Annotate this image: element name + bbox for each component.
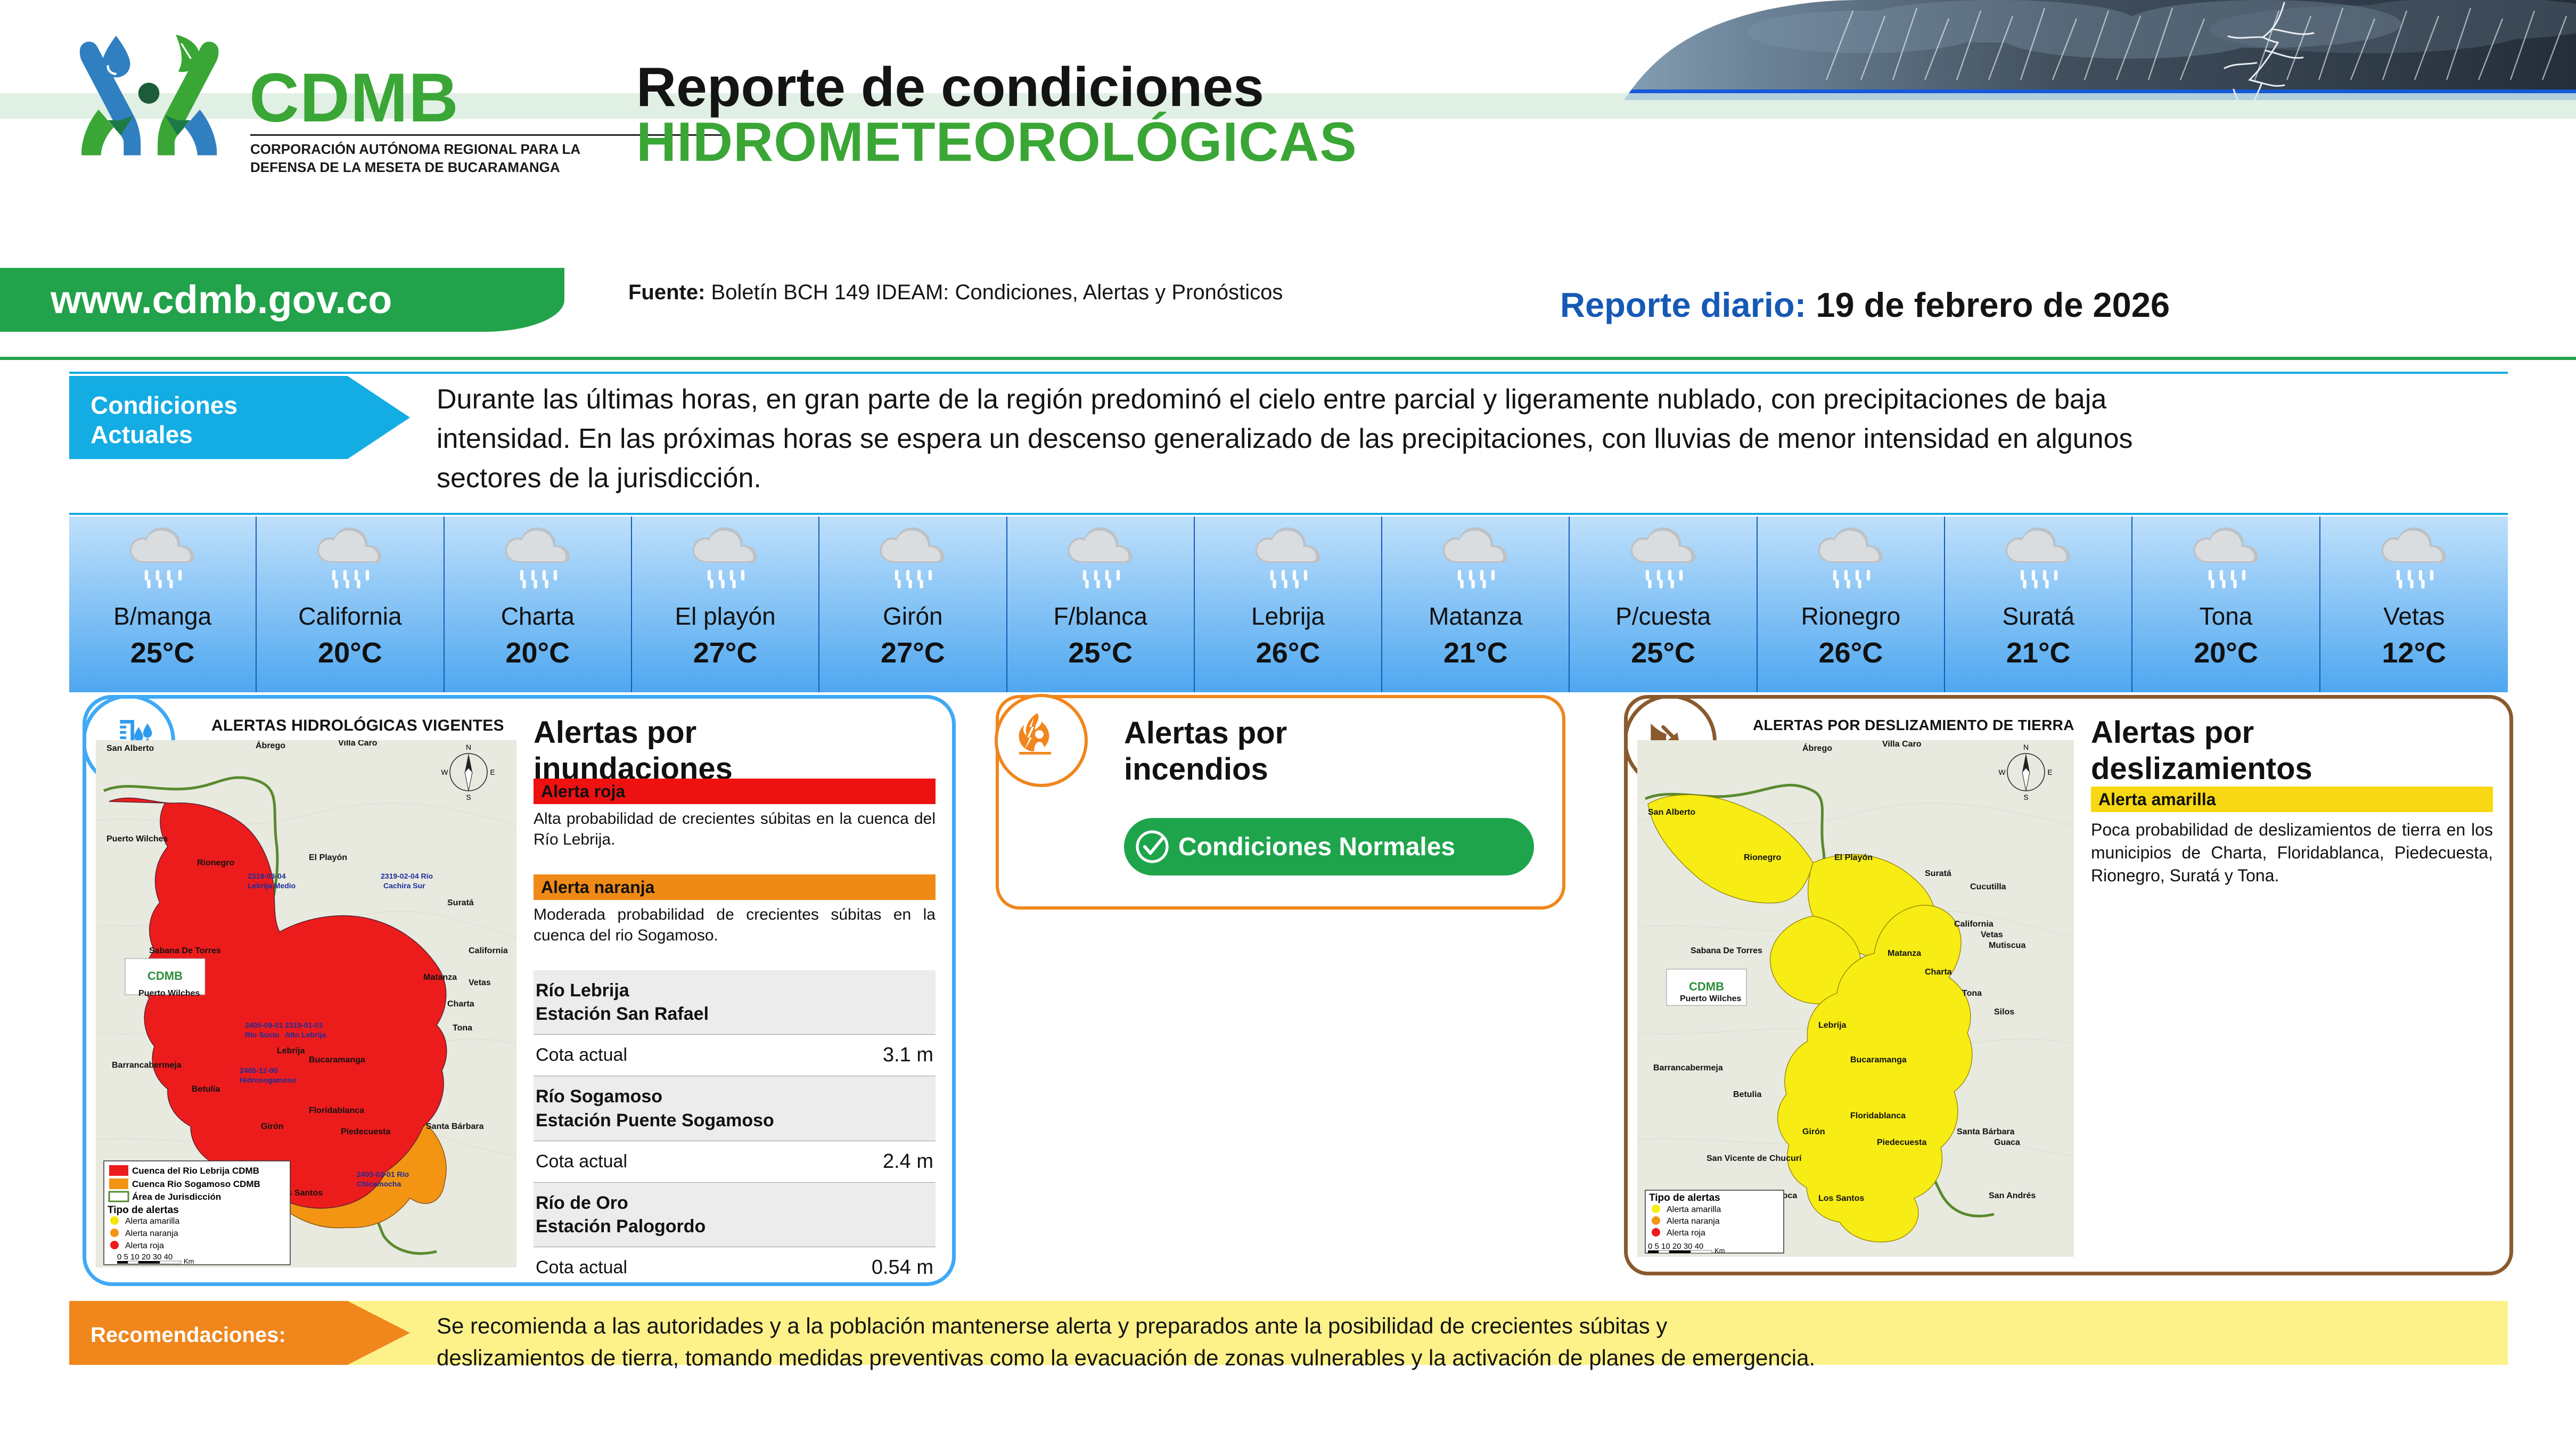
svg-text:Charta: Charta xyxy=(447,1000,474,1009)
svg-text:Villa Caro: Villa Caro xyxy=(1882,740,1922,749)
svg-text:Alto Lebrija: Alto Lebrija xyxy=(285,1030,326,1039)
svg-text:Villa Caro: Villa Caro xyxy=(338,740,378,748)
svg-text:Puerto Wilches: Puerto Wilches xyxy=(1680,994,1742,1003)
svg-text:CDMB: CDMB xyxy=(147,969,183,983)
svg-text:Betulia: Betulia xyxy=(1733,1090,1761,1099)
svg-text:Rionegro: Rionegro xyxy=(197,858,234,867)
svg-text:Silos: Silos xyxy=(1994,1008,2014,1017)
svg-text:Cuenca del Rio Lebrija CDMB: Cuenca del Rio Lebrija CDMB xyxy=(132,1166,259,1176)
svg-text:Alerta amarilla: Alerta amarilla xyxy=(125,1217,179,1226)
svg-text:Chicamocha: Chicamocha xyxy=(357,1180,401,1188)
svg-text:Barrancabermeja: Barrancabermeja xyxy=(1653,1063,1723,1073)
svg-text:Cuenca Rio Sogamoso CDMB: Cuenca Rio Sogamoso CDMB xyxy=(132,1179,260,1189)
svg-text:2319-03-04: 2319-03-04 xyxy=(248,872,286,880)
svg-text:Alerta naranja: Alerta naranja xyxy=(125,1229,178,1238)
svg-text:Puerto Wilches: Puerto Wilches xyxy=(138,989,200,998)
svg-text:California: California xyxy=(1954,920,1993,929)
svg-text:Charta: Charta xyxy=(1925,968,1952,977)
svg-text:Suratá: Suratá xyxy=(447,898,474,907)
svg-text:Tona: Tona xyxy=(1962,989,1982,998)
svg-text:Piedecuesta: Piedecuesta xyxy=(1877,1138,1926,1147)
svg-text:Vetas: Vetas xyxy=(1981,930,2003,939)
svg-text:CDMB: CDMB xyxy=(1689,980,1724,993)
svg-text:Cachira Sur: Cachira Sur xyxy=(383,881,425,890)
svg-text:Puerto Wilches: Puerto Wilches xyxy=(106,834,168,844)
svg-text:El Playón: El Playón xyxy=(1834,853,1873,862)
svg-text:Piedecuesta: Piedecuesta xyxy=(341,1127,390,1136)
svg-text:E: E xyxy=(490,768,495,776)
svg-text:Girón: Girón xyxy=(1802,1127,1825,1136)
svg-text:Floridablanca: Floridablanca xyxy=(1850,1111,1906,1120)
svg-text:W: W xyxy=(441,768,448,776)
svg-text:Río Sucio: Río Sucio xyxy=(245,1030,280,1039)
svg-text:E: E xyxy=(2047,768,2052,776)
svg-text:Suratá: Suratá xyxy=(1925,869,1951,878)
svg-text:Los Santos: Los Santos xyxy=(1818,1194,1864,1203)
svg-text:Bucaramanga: Bucaramanga xyxy=(309,1055,365,1065)
svg-text:W: W xyxy=(1998,768,2006,776)
svg-text:Girón: Girón xyxy=(261,1122,284,1131)
svg-text:Vetas: Vetas xyxy=(469,978,491,987)
svg-text:Sabana De Torres: Sabana De Torres xyxy=(149,946,221,955)
svg-text:El Playón: El Playón xyxy=(309,853,347,862)
svg-text:San Andrés: San Andrés xyxy=(1989,1191,2036,1200)
svg-text:Tipo de alertas: Tipo de alertas xyxy=(108,1205,179,1216)
svg-text:Cucutilla: Cucutilla xyxy=(1970,882,2006,891)
svg-text:Tipo de alertas: Tipo de alertas xyxy=(1649,1192,1720,1204)
svg-text:Santa Bárbara: Santa Bárbara xyxy=(1957,1127,2015,1136)
svg-text:2403-03-01 Río: 2403-03-01 Río xyxy=(357,1170,409,1178)
svg-text:S: S xyxy=(2023,793,2028,801)
svg-text:Sabana De Torres: Sabana De Torres xyxy=(1691,946,1762,955)
svg-text:San Alberto: San Alberto xyxy=(1648,808,1695,817)
svg-text:Alerta amarilla: Alerta amarilla xyxy=(1667,1205,1721,1214)
svg-text:Lebrija Medio: Lebrija Medio xyxy=(248,881,296,890)
svg-text:Ábrego: Ábrego xyxy=(256,740,285,750)
svg-text:2319-01-01: 2319-01-01 xyxy=(285,1021,323,1029)
svg-text:0 5 10 20 30: 0 5 10 20 30 40 xyxy=(1648,1242,1703,1251)
svg-text:N: N xyxy=(2023,743,2029,751)
svg-text:S: S xyxy=(466,793,471,801)
svg-text:0 5 10 20 30: 0 5 10 20 30 40 xyxy=(117,1252,173,1262)
svg-text:Guaca: Guaca xyxy=(1994,1138,2020,1147)
svg-text:Matanza: Matanza xyxy=(1888,949,1921,958)
svg-text:2405-09-01: 2405-09-01 xyxy=(245,1021,283,1029)
svg-text:California: California xyxy=(469,946,508,955)
svg-text:Bucaramanga: Bucaramanga xyxy=(1850,1055,1907,1065)
svg-text:Alerta roja: Alerta roja xyxy=(1667,1229,1705,1238)
svg-text:Matanza: Matanza xyxy=(423,973,457,982)
svg-text:Lebrija: Lebrija xyxy=(1818,1021,1847,1030)
svg-text:Barrancabermeja: Barrancabermeja xyxy=(112,1061,182,1070)
svg-text:Rionegro: Rionegro xyxy=(1744,853,1781,862)
svg-text:N: N xyxy=(466,743,471,751)
svg-text:Betulia: Betulia xyxy=(192,1085,220,1094)
svg-text:Ábrego: Ábrego xyxy=(1802,743,1832,753)
svg-text:Floridablanca: Floridablanca xyxy=(309,1106,364,1115)
svg-text:Lebrija: Lebrija xyxy=(277,1046,305,1055)
svg-text:2405-12-00: 2405-12-00 xyxy=(240,1066,278,1075)
svg-text:Hidrosogamoso: Hidrosogamoso xyxy=(240,1076,297,1084)
svg-text:Km: Km xyxy=(184,1257,194,1265)
svg-text:Santa Bárbara: Santa Bárbara xyxy=(426,1122,484,1131)
svg-text:Mutiscua: Mutiscua xyxy=(1989,941,2025,950)
svg-text:Alerta roja: Alerta roja xyxy=(125,1241,164,1250)
svg-text:San Vicente de Chucurí: San Vicente de Chucurí xyxy=(1707,1154,1802,1163)
svg-text:Km: Km xyxy=(1714,1247,1725,1255)
svg-text:Alerta naranja: Alerta naranja xyxy=(1667,1217,1720,1226)
svg-text:Tona: Tona xyxy=(453,1024,472,1033)
svg-text:2319-02-04 Río: 2319-02-04 Río xyxy=(381,872,433,880)
svg-text:San Alberto: San Alberto xyxy=(106,744,154,753)
svg-text:Área de Jurisdicción: Área de Jurisdicción xyxy=(132,1192,221,1202)
